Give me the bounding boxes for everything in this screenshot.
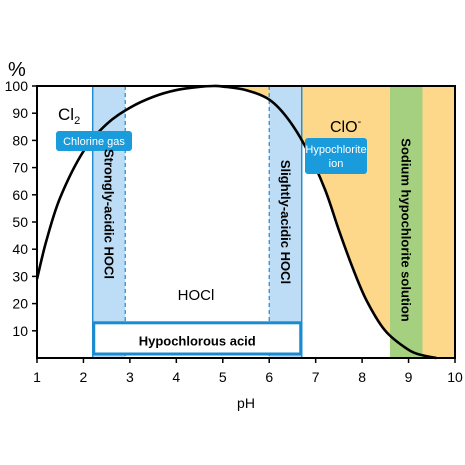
- y-tick-label: 10: [12, 323, 28, 339]
- clo-label-main: ClO: [330, 119, 358, 136]
- y-tick-label: 50: [12, 214, 28, 230]
- x-tick-label: 8: [358, 369, 366, 385]
- y-tick-label: 20: [12, 296, 28, 312]
- y-tick-label: 90: [12, 105, 28, 121]
- y-tick-label: 30: [12, 268, 28, 284]
- clo-label: ClO-: [330, 116, 362, 136]
- x-tick-label: 5: [219, 369, 227, 385]
- hypochlorite-badge-line1: Hypochlorite: [305, 144, 366, 156]
- cl2-label-subscript: 2: [74, 115, 80, 127]
- hocl-curve-line: [35, 84, 437, 360]
- y-tick-label: 60: [12, 187, 28, 203]
- sodium-hypochlorite-label: Sodium hypochlorite solution: [399, 138, 414, 322]
- band-sodium-hypochlorite: [389, 86, 423, 358]
- y-axis-unit: %: [8, 59, 26, 81]
- x-tick-label: 4: [172, 369, 180, 385]
- chlorine-gas-badge-text: Chlorine gas: [63, 136, 125, 148]
- strongly-acidic-label: Strongly-acidic HOCl: [101, 149, 116, 279]
- y-tick-label: 70: [12, 160, 28, 176]
- x-tick-label: 1: [33, 369, 41, 385]
- hocl-region-label: HOCl: [178, 287, 215, 304]
- hypochlorite-ion-badge: [305, 138, 367, 174]
- x-tick-label: 3: [126, 369, 134, 385]
- y-tick-label: 40: [12, 241, 28, 257]
- cl2-label-main: Cl: [58, 105, 74, 124]
- x-tick-label: 9: [405, 369, 413, 385]
- chlorine-gas-badge: [56, 131, 132, 151]
- cl2-label: Cl2: [58, 105, 80, 127]
- hypochlorous-acid-box: [92, 321, 303, 356]
- hypochlorite-badge-line2: ion: [329, 158, 344, 170]
- y-tick-label: 80: [12, 132, 28, 148]
- slightly-acidic-label: Slightly-acidic HOCl: [278, 160, 293, 284]
- x-tick-label: 7: [312, 369, 320, 385]
- x-axis-label: pH: [237, 395, 255, 411]
- clo-label-superscript: -: [358, 116, 362, 128]
- hypochlorous-acid-label: Hypochlorous acid: [139, 333, 256, 348]
- y-tick-label: 100: [5, 78, 29, 94]
- x-tick-label: 6: [265, 369, 273, 385]
- x-tick-label: 2: [80, 369, 88, 385]
- x-tick-label: 10: [447, 369, 463, 385]
